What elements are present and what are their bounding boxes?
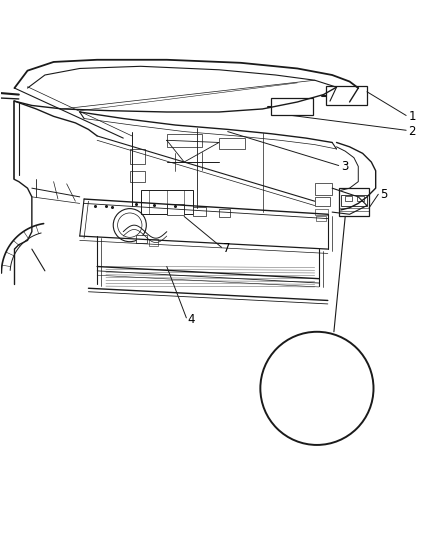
Bar [130,171,145,182]
Bar [149,239,158,246]
Bar [345,196,352,201]
Polygon shape [291,379,332,405]
Bar [271,98,313,116]
Text: 4: 4 [187,313,195,326]
Bar [293,389,311,401]
Bar [315,197,330,206]
Text: 1: 1 [408,110,416,123]
Text: 3: 3 [341,160,348,173]
Bar [292,405,297,409]
Text: 2: 2 [408,125,416,138]
Text: 5: 5 [380,188,387,201]
Bar [130,149,145,164]
Text: 7: 7 [223,242,231,255]
Bar [136,235,147,243]
Polygon shape [332,377,341,408]
Bar [141,190,193,214]
Bar [193,207,206,216]
Bar [315,182,332,195]
Text: 6: 6 [278,396,285,409]
Bar [325,86,367,106]
Bar [167,134,201,147]
Bar [167,204,184,215]
Bar [316,371,324,378]
Bar [357,196,364,201]
Bar [219,138,245,149]
Bar [316,216,326,221]
Polygon shape [291,375,341,379]
Bar [219,208,230,217]
Bar [315,208,328,215]
Bar [341,195,367,206]
Bar [296,371,304,378]
Circle shape [260,332,374,445]
Bar [339,188,369,216]
